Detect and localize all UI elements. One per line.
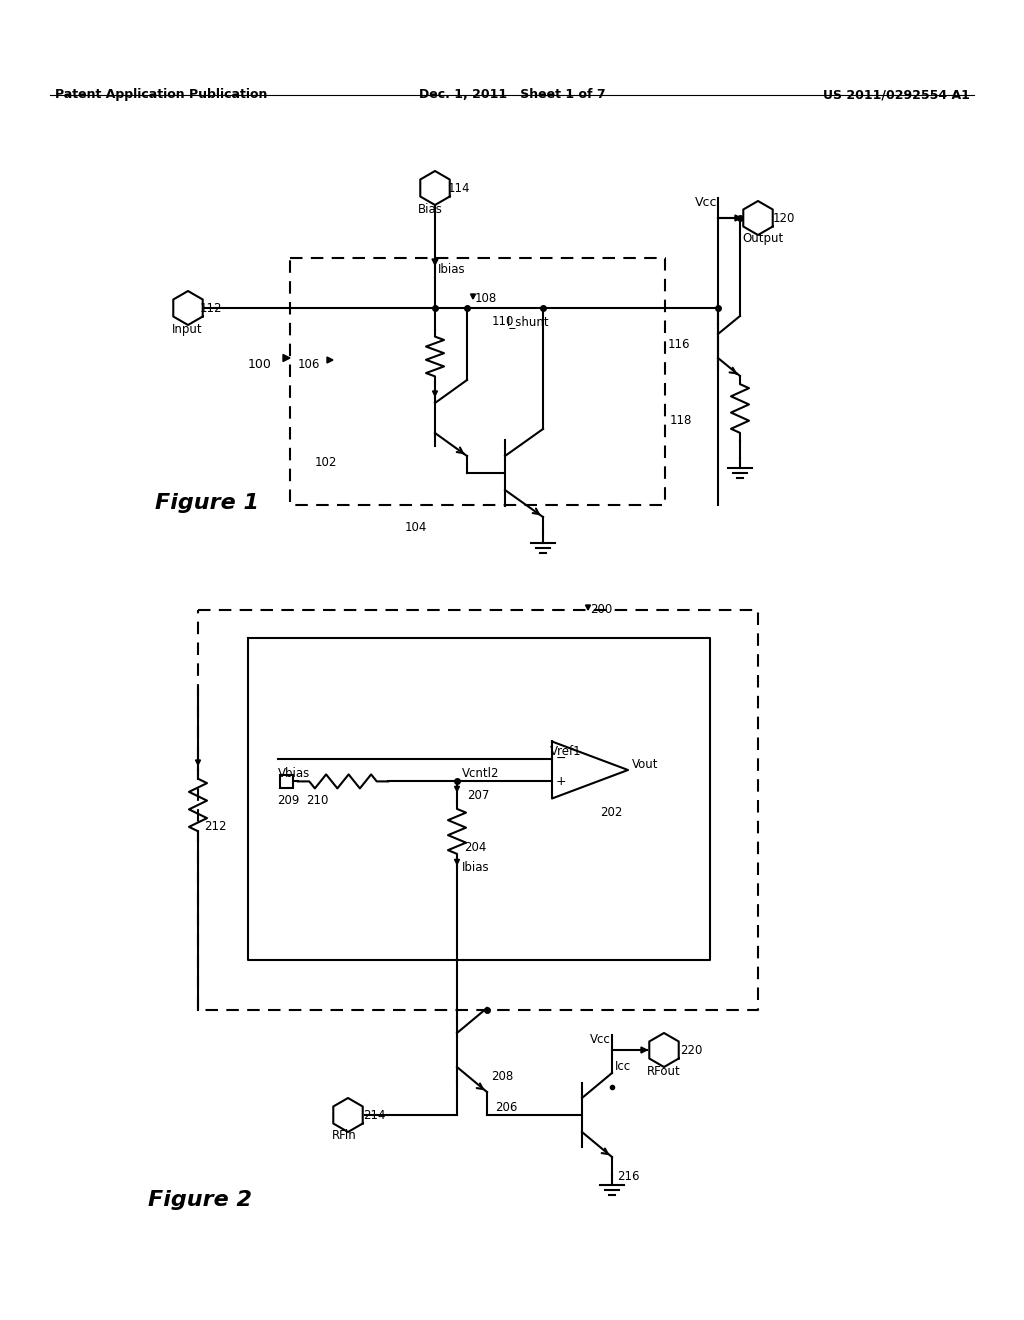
Text: Bias: Bias [418, 203, 442, 216]
Text: 216: 216 [617, 1170, 640, 1183]
Text: 110: 110 [492, 315, 514, 327]
Text: 220: 220 [680, 1044, 702, 1057]
Text: 100: 100 [248, 358, 272, 371]
Polygon shape [586, 605, 591, 610]
Text: Dec. 1, 2011   Sheet 1 of 7: Dec. 1, 2011 Sheet 1 of 7 [419, 88, 605, 102]
Text: I_shunt: I_shunt [507, 315, 550, 327]
Polygon shape [455, 787, 460, 792]
Text: US 2011/0292554 A1: US 2011/0292554 A1 [823, 88, 970, 102]
Text: Figure 1: Figure 1 [155, 492, 259, 513]
Text: 106: 106 [298, 358, 321, 371]
Text: RFout: RFout [647, 1065, 681, 1078]
Text: Output: Output [742, 232, 783, 246]
Text: 214: 214 [362, 1109, 385, 1122]
Text: 207: 207 [467, 789, 489, 803]
Text: Vcc: Vcc [695, 195, 718, 209]
Text: Vcc: Vcc [590, 1034, 610, 1045]
Polygon shape [283, 355, 290, 362]
Text: Input: Input [172, 323, 203, 337]
Polygon shape [641, 1047, 647, 1053]
Text: 102: 102 [315, 455, 337, 469]
Text: Ibias: Ibias [462, 862, 489, 874]
Text: +: + [556, 775, 566, 788]
Polygon shape [432, 259, 438, 265]
Text: 208: 208 [490, 1071, 513, 1082]
Text: 108: 108 [475, 292, 498, 305]
Text: Vbias: Vbias [278, 767, 309, 780]
Text: Vout: Vout [632, 758, 658, 771]
Text: Vcntl2: Vcntl2 [462, 767, 500, 780]
Text: 204: 204 [464, 841, 486, 854]
Polygon shape [470, 294, 475, 300]
Polygon shape [455, 859, 460, 865]
Polygon shape [432, 391, 437, 396]
Text: 210: 210 [306, 795, 329, 808]
Text: Patent Application Publication: Patent Application Publication [55, 88, 267, 102]
Text: 202: 202 [600, 807, 623, 820]
Polygon shape [735, 215, 741, 220]
Polygon shape [327, 356, 333, 363]
Bar [280, 775, 293, 788]
Text: −: − [556, 752, 566, 766]
Text: 104: 104 [406, 521, 427, 535]
Text: 120: 120 [773, 213, 796, 224]
Text: 112: 112 [200, 302, 222, 315]
Text: Figure 2: Figure 2 [148, 1191, 252, 1210]
Text: Icc: Icc [615, 1060, 631, 1073]
Text: Vref1: Vref1 [550, 744, 582, 758]
Text: 114: 114 [449, 182, 470, 195]
Text: RFin: RFin [332, 1129, 356, 1142]
Text: 212: 212 [204, 820, 226, 833]
Text: 200: 200 [590, 603, 612, 616]
Text: 206: 206 [495, 1101, 517, 1114]
Text: 209: 209 [278, 795, 300, 808]
Polygon shape [196, 760, 201, 766]
Text: 118: 118 [670, 414, 692, 426]
Text: 116: 116 [668, 338, 690, 351]
Text: Ibias: Ibias [438, 263, 466, 276]
